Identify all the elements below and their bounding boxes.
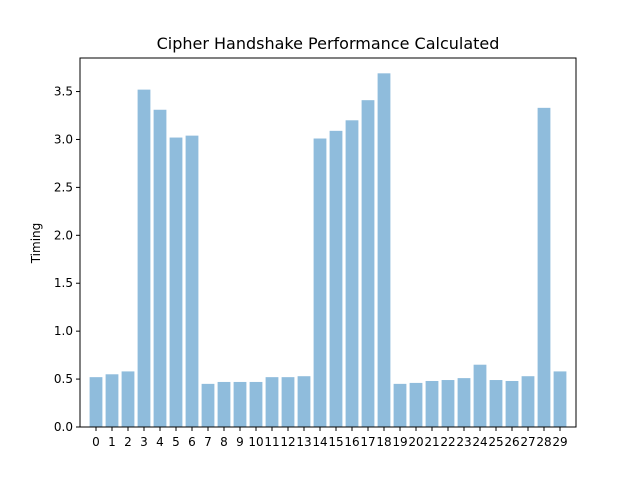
plot-frame (79, 57, 577, 428)
bars-layer (89, 73, 567, 428)
bar-19 (393, 383, 407, 427)
bar-27 (521, 376, 535, 427)
y-tick-label: 0.5 (54, 372, 73, 386)
x-tick-label: 27 (520, 435, 535, 449)
bar-29 (553, 371, 567, 427)
y-tick-label: 3.0 (54, 132, 73, 146)
bar-23 (457, 378, 471, 427)
x-tick-label: 5 (172, 435, 180, 449)
bar-7 (201, 383, 215, 427)
bar-6 (185, 135, 199, 427)
bar-3 (137, 89, 151, 427)
y-tick-label: 0.0 (54, 420, 73, 434)
bar-18 (377, 73, 391, 427)
bar-0 (89, 377, 103, 427)
x-tick-label: 9 (236, 435, 244, 449)
x-tick-label: 2 (124, 435, 132, 449)
x-tick-label: 7 (204, 435, 212, 449)
x-tick-label: 29 (552, 435, 567, 449)
bar-13 (297, 376, 311, 427)
x-tick-label: 23 (456, 435, 471, 449)
x-tick-label: 24 (472, 435, 487, 449)
bar-11 (265, 377, 279, 427)
x-tick-label: 21 (424, 435, 439, 449)
x-tick-label: 28 (536, 435, 551, 449)
bar-16 (345, 120, 359, 427)
y-tick-label: 1.0 (54, 324, 73, 338)
x-tick-label: 1 (108, 435, 116, 449)
x-tick-label: 22 (440, 435, 455, 449)
y-axis-label: Timing (29, 223, 43, 265)
bar-8 (217, 381, 231, 427)
x-tick-label: 18 (376, 435, 391, 449)
bar-5 (169, 137, 183, 427)
x-tick-label: 16 (344, 435, 359, 449)
x-tick-label: 4 (156, 435, 164, 449)
x-tick-label: 19 (392, 435, 407, 449)
bar-24 (473, 364, 487, 427)
x-tick-label: 10 (248, 435, 263, 449)
y-tick-label: 2.0 (54, 228, 73, 242)
y-tick-label: 2.5 (54, 180, 73, 194)
x-tick-label: 6 (188, 435, 196, 449)
bar-14 (313, 138, 327, 427)
x-tick-label: 26 (504, 435, 519, 449)
x-tick-label: 25 (488, 435, 503, 449)
bar-12 (281, 377, 295, 427)
x-tick-label: 11 (264, 435, 279, 449)
x-tick-label: 17 (360, 435, 375, 449)
bar-1 (105, 374, 119, 427)
x-tick-label: 8 (220, 435, 228, 449)
x-axis-ticks: 0 1 2 3 4 5 6 7 8 9 10 11 12 13 14 15 16 17 18 19 20 21 22 23 24… (92, 427, 568, 449)
x-tick-label: 0 (92, 435, 100, 449)
x-tick-label: 13 (296, 435, 311, 449)
bar-17 (361, 100, 375, 428)
bar-9 (233, 381, 247, 427)
bar-26 (505, 380, 519, 427)
bar-15 (329, 130, 343, 427)
y-tick-label: 1.5 (54, 276, 73, 290)
bar-25 (489, 380, 503, 427)
x-tick-label: 20 (408, 435, 423, 449)
bar-10 (249, 381, 263, 427)
bar-21 (425, 380, 439, 427)
y-axis-ticks: 0.0 0.5 1.0 1.5 2.0 2.5 3.0 3.5 (54, 85, 80, 434)
bar-2 (121, 371, 135, 427)
x-tick-label: 15 (328, 435, 343, 449)
bar-28 (537, 107, 551, 427)
x-tick-label: 3 (140, 435, 148, 449)
bar-20 (409, 382, 423, 427)
y-tick-label: 3.5 (54, 85, 73, 99)
x-tick-label: 12 (280, 435, 295, 449)
bar-22 (441, 380, 455, 427)
x-tick-label: 14 (312, 435, 327, 449)
chart-title: Cipher Handshake Performance Calculated (157, 34, 500, 53)
bar-4 (153, 109, 167, 427)
